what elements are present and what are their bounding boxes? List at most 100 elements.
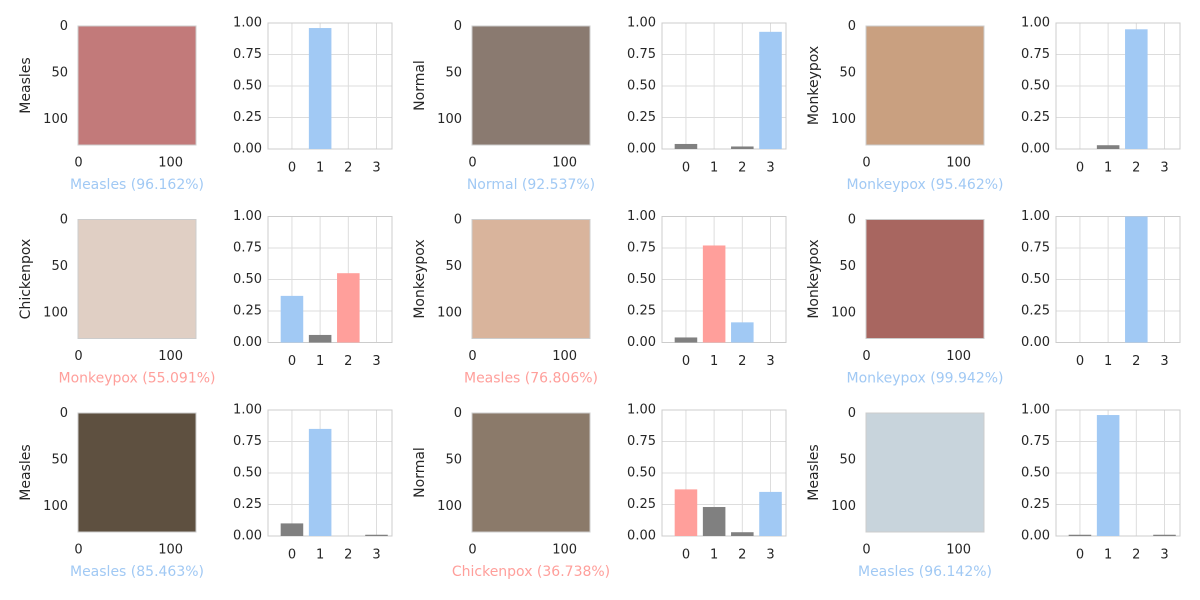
x-tick-label: 2: [344, 354, 352, 369]
image: [471, 219, 591, 339]
x-tick-label: 2: [738, 161, 746, 176]
x-tick-label: 3: [372, 161, 380, 176]
y-axis-label: Chickenpox: [18, 239, 34, 320]
y-axis-label: Monkeypox: [412, 239, 428, 318]
bar: [759, 31, 782, 149]
x-tick-label: 3: [1160, 161, 1168, 176]
x-tick-label: 2: [1132, 161, 1140, 176]
bar: [308, 428, 332, 536]
x-tick-label: 100: [946, 349, 971, 364]
bar: [731, 322, 754, 343]
x-tick-label: 2: [1132, 354, 1140, 369]
y-axis-label: Monkeypox: [806, 239, 822, 318]
y-axis-label: Normal: [412, 447, 428, 498]
y-tick-label: 0: [454, 406, 462, 421]
y-tick-label: 100: [831, 305, 856, 320]
x-tick-label: 100: [552, 543, 577, 558]
x-tick-label: 0: [1076, 354, 1084, 369]
y-axis-label: Normal: [412, 60, 428, 111]
y-tick-label: 0.00: [627, 335, 656, 350]
x-axis-label: Monkeypox (99.942%): [847, 371, 1004, 387]
x-tick-label: 0: [1076, 161, 1084, 176]
x-tick-label: 100: [946, 543, 971, 558]
x-tick-label: 0: [288, 548, 296, 563]
x-axis-label: Measles (96.142%): [858, 564, 992, 580]
y-tick-label: 0.75: [233, 434, 262, 449]
image: [471, 412, 591, 533]
image: [77, 219, 197, 339]
y-tick-label: 0.50: [233, 466, 262, 481]
axes-frame: [661, 22, 787, 150]
y-tick-label: 0.00: [1021, 529, 1050, 544]
y-tick-label: 100: [437, 499, 462, 514]
y-tick-label: 50: [51, 65, 68, 80]
x-tick-label: 2: [344, 161, 352, 176]
x-tick-label: 1: [710, 354, 718, 369]
y-tick-label: 0.00: [1021, 142, 1050, 157]
y-tick-label: 0.25: [233, 497, 262, 512]
x-tick-label: 0: [682, 548, 690, 563]
y-tick-label: 1.00: [627, 403, 656, 418]
x-tick-label: 0: [288, 354, 296, 369]
bar: [280, 295, 304, 343]
y-tick-label: 1.00: [1021, 16, 1050, 31]
image: [865, 412, 985, 533]
x-tick-label: 0: [862, 543, 870, 558]
y-tick-label: 0.50: [1021, 466, 1050, 481]
x-axis-label: Monkeypox (55.091%): [59, 371, 216, 387]
y-tick-label: 0.00: [233, 529, 262, 544]
bar: [674, 337, 698, 343]
y-tick-label: 100: [437, 305, 462, 320]
y-tick-label: 1.00: [233, 209, 262, 224]
bar: [308, 28, 332, 149]
x-tick-label: 2: [1132, 548, 1140, 563]
y-tick-label: 50: [445, 65, 462, 80]
y-tick-label: 1.00: [233, 403, 262, 418]
x-tick-label: 0: [682, 161, 690, 176]
x-tick-label: 3: [766, 548, 774, 563]
x-tick-label: 3: [372, 548, 380, 563]
x-tick-label: 1: [1104, 161, 1112, 176]
y-tick-label: 100: [831, 499, 856, 514]
x-tick-label: 0: [74, 156, 82, 171]
y-tick-label: 0: [60, 212, 68, 227]
x-tick-label: 0: [682, 354, 690, 369]
bar: [337, 273, 360, 343]
image: [77, 412, 197, 533]
x-axis-label: Measles (96.162%): [70, 177, 204, 193]
y-tick-label: 0.75: [627, 241, 656, 256]
y-tick-label: 0.75: [1021, 241, 1050, 256]
x-tick-label: 1: [316, 354, 324, 369]
y-tick-label: 0.00: [627, 529, 656, 544]
x-tick-label: 2: [738, 354, 746, 369]
x-tick-label: 3: [766, 354, 774, 369]
x-tick-label: 1: [1104, 548, 1112, 563]
y-tick-label: 0.50: [233, 272, 262, 287]
y-tick-label: 0.25: [1021, 497, 1050, 512]
bar: [759, 491, 782, 536]
x-tick-label: 1: [316, 548, 324, 563]
y-tick-label: 0: [848, 19, 856, 34]
y-axis-label: Measles: [18, 444, 34, 500]
y-tick-label: 1.00: [233, 16, 262, 31]
y-tick-label: 0.50: [627, 79, 656, 94]
y-tick-label: 0.25: [1021, 110, 1050, 125]
y-tick-label: 0.25: [233, 110, 262, 125]
bar: [1153, 534, 1176, 536]
bar: [1068, 534, 1092, 536]
y-tick-label: 50: [839, 259, 856, 274]
y-tick-label: 0.00: [233, 142, 262, 157]
bar: [1125, 216, 1148, 343]
x-tick-label: 3: [1160, 548, 1168, 563]
y-tick-label: 0.25: [627, 497, 656, 512]
x-tick-label: 100: [552, 156, 577, 171]
bar: [280, 523, 304, 536]
y-tick-label: 0: [454, 19, 462, 34]
x-tick-label: 0: [862, 156, 870, 171]
y-tick-label: 0.00: [627, 142, 656, 157]
y-tick-label: 0.25: [627, 304, 656, 319]
y-tick-label: 0.75: [233, 241, 262, 256]
image: [865, 219, 985, 339]
bar: [1096, 415, 1120, 536]
